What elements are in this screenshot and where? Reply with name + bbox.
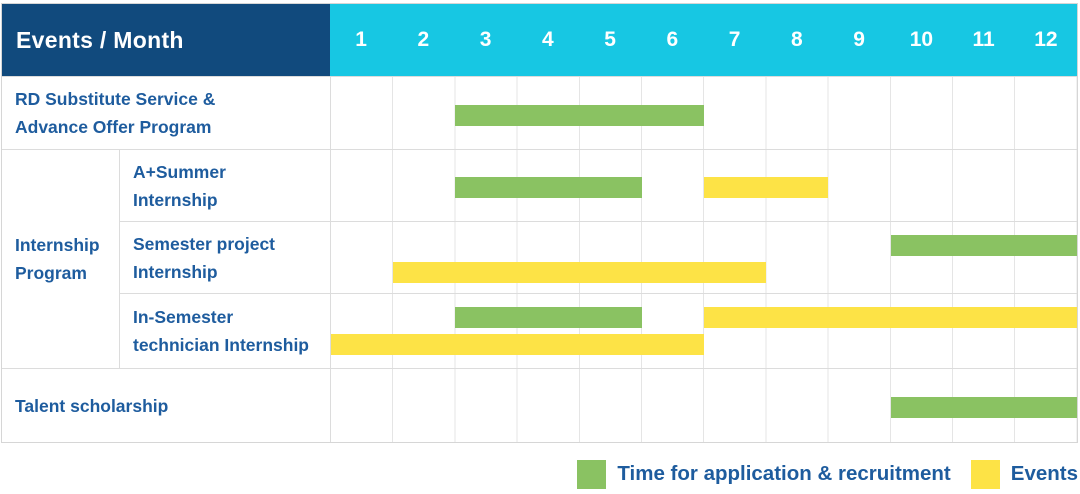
event-bar — [704, 177, 829, 198]
event-bar — [393, 262, 767, 283]
header-title: Events / Month — [2, 4, 330, 76]
internship-subrows: A+Summer Internship Semester project Int… — [120, 150, 1077, 368]
row-label-rd-substitute-service: RD Substitute Service & Advance Offer Pr… — [15, 89, 216, 137]
timeline-rd-substitute-service — [330, 77, 1077, 149]
month-label: 11 — [972, 28, 995, 51]
month-label: 1 — [355, 28, 367, 51]
legend: Time for application & recruitment Event… — [0, 458, 1078, 490]
month-label: 2 — [417, 28, 430, 51]
timeline-a-summer-internship — [330, 150, 1077, 221]
row-group-internship-program: Internship Program A+Summer Internship S… — [2, 149, 1077, 368]
legend-label-recruitment: Time for application & recruitment — [617, 462, 951, 485]
month-label: 9 — [853, 28, 865, 51]
event-bar — [331, 334, 704, 355]
table-header-row: Events / Month 1 2 3 4 5 6 7 8 9 10 11 12 — [2, 4, 1077, 76]
row-label-semester-project-internship: Semester project Internship — [133, 233, 276, 282]
month-label: 3 — [479, 28, 492, 51]
yellow-legend-swatch — [970, 459, 1000, 489]
event-bar — [704, 307, 1077, 328]
month-header-strip: 1 2 3 4 5 6 7 8 9 10 11 12 — [330, 4, 1077, 76]
month-label: 4 — [542, 28, 554, 51]
month-label: 8 — [791, 28, 803, 51]
legend-label-events: Events — [1010, 462, 1078, 485]
month-label: 7 — [728, 28, 741, 51]
row-a-summer-internship: A+Summer Internship — [120, 150, 1077, 221]
month-label: 6 — [666, 28, 679, 51]
green-legend-swatch — [577, 459, 607, 489]
row-rd-substitute-service: RD Substitute Service & Advance Offer Pr… — [2, 76, 1077, 149]
row-label-talent-scholarship: Talent scholarship — [15, 395, 169, 416]
row-in-semester-technician-internship: In-Semester technician Internship — [120, 293, 1077, 368]
recruitment-bar — [890, 397, 1077, 418]
events-month-table: Events / Month 1 2 3 4 5 6 7 8 9 10 11 12 RD Substi… — [1, 3, 1078, 443]
row-label-a-summer-internship: A+Summer Internship — [133, 161, 226, 210]
recruitment-bar — [455, 177, 642, 198]
timeline-talent-scholarship — [330, 369, 1077, 442]
row-semester-project-internship: Semester project Internship — [120, 221, 1077, 293]
row-talent-scholarship: Talent scholarship — [2, 368, 1077, 442]
group-label-internship-program: Internship Program — [2, 150, 120, 368]
timeline-semester-project-internship — [330, 222, 1077, 293]
month-label: 10 — [909, 28, 934, 51]
row-label-in-semester-technician-internship: In-Semester technician Internship — [133, 307, 309, 355]
recruitment-bar — [890, 235, 1077, 256]
month-label: 12 — [1034, 28, 1058, 51]
recruitment-bar — [455, 104, 704, 126]
timeline-in-semester-technician-internship — [330, 294, 1077, 368]
recruitment-bar — [455, 307, 642, 328]
month-label: 5 — [604, 28, 616, 51]
